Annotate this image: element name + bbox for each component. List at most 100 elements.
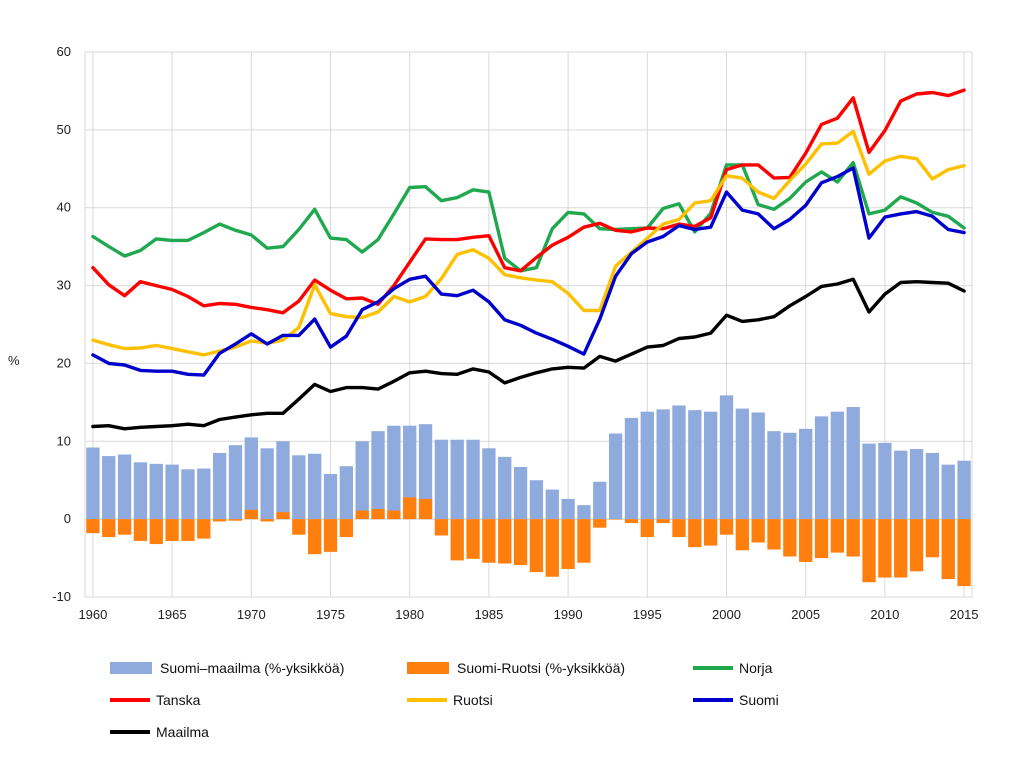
bars <box>86 395 971 587</box>
legend-swatch-ruotsi <box>407 698 447 702</box>
bar-suomi-ruotsi <box>450 519 464 561</box>
legend-item-ruotsi: Ruotsi <box>407 692 493 708</box>
bar-suomi-ruotsi <box>86 519 100 534</box>
bar-suomi-maailma <box>212 452 227 520</box>
bar-suomi-maailma <box>799 428 813 520</box>
legend: Suomi–maailma (%-yksikköä) Suomi-Ruotsi … <box>110 650 990 750</box>
bar-suomi-maailma <box>86 447 100 520</box>
bar-suomi-maailma <box>608 433 623 520</box>
y-tick-label: 20 <box>57 355 71 370</box>
bar-suomi-ruotsi <box>878 519 892 578</box>
x-tick-label: 1965 <box>158 607 187 622</box>
bar-suomi-maailma <box>862 443 876 520</box>
bar-suomi-ruotsi <box>703 519 718 546</box>
x-tick-label: 1980 <box>395 607 424 622</box>
bar-suomi-ruotsi <box>672 519 686 538</box>
bar-suomi-maailma <box>688 410 702 520</box>
bar-suomi-maailma <box>308 453 322 520</box>
bar-suomi-ruotsi <box>355 510 369 520</box>
legend-label: Maailma <box>156 724 209 740</box>
legend-label: Suomi <box>739 692 779 708</box>
bar-suomi-ruotsi <box>846 519 860 557</box>
line-maailma <box>91 277 966 431</box>
bar-suomi-ruotsi <box>149 519 163 545</box>
bar-suomi-ruotsi <box>102 519 116 538</box>
legend-label: Tanska <box>156 692 201 708</box>
bar-suomi-ruotsi <box>909 519 924 572</box>
legend-item-suomi: Suomi <box>693 692 779 708</box>
bar-suomi-maailma <box>260 448 274 520</box>
bar-suomi-maailma <box>624 417 639 520</box>
bar-suomi-maailma <box>165 464 179 520</box>
legend-item-tanska: Tanska <box>110 692 200 708</box>
bar-suomi-ruotsi <box>292 519 306 535</box>
bar-suomi-ruotsi <box>608 519 623 520</box>
bar-suomi-maailma <box>197 468 211 520</box>
bar-suomi-ruotsi <box>925 519 940 558</box>
bar-suomi-maailma <box>925 452 940 520</box>
y-axis-label: % <box>8 353 20 368</box>
bar-suomi-ruotsi <box>323 519 338 552</box>
bar-suomi-maailma <box>371 431 385 520</box>
bar-suomi-maailma <box>181 469 195 520</box>
x-tick-label: 1975 <box>316 607 345 622</box>
bar-suomi-ruotsi <box>133 519 148 541</box>
bar-suomi-maailma <box>672 405 686 520</box>
bar-suomi-ruotsi <box>767 519 781 550</box>
bar-suomi-ruotsi <box>593 519 607 528</box>
bar-suomi-ruotsi <box>498 519 512 564</box>
bar-suomi-maailma <box>276 441 290 520</box>
legend-item-suomi-ruotsi: Suomi-Ruotsi (%-yksikköä) <box>407 660 625 676</box>
legend-swatch-norja <box>693 666 733 670</box>
bar-suomi-maailma <box>545 489 559 520</box>
bar-suomi-ruotsi <box>276 512 290 520</box>
bar-suomi-maailma <box>149 463 163 520</box>
legend-label: Suomi–maailma (%-yksikköä) <box>160 660 345 676</box>
y-tick-label: 0 <box>64 511 71 526</box>
legend-swatch-suomi <box>693 698 733 702</box>
legend-swatch-tanska <box>110 698 150 702</box>
bar-suomi-maailma <box>703 411 718 520</box>
x-tick-label: 1970 <box>237 607 266 622</box>
x-tick-label: 1995 <box>633 607 662 622</box>
bar-suomi-ruotsi <box>117 519 132 535</box>
bar-suomi-ruotsi <box>387 510 401 520</box>
x-tick-label: 2010 <box>870 607 899 622</box>
bar-suomi-ruotsi <box>735 519 749 551</box>
bar-suomi-maailma <box>814 416 829 520</box>
bar-suomi-ruotsi <box>561 519 575 569</box>
y-tick-label: 60 <box>57 44 71 59</box>
bar-suomi-maailma <box>102 456 116 520</box>
bar-suomi-maailma <box>656 409 670 520</box>
bar-suomi-maailma <box>133 462 148 520</box>
bar-suomi-maailma <box>719 395 734 520</box>
bar-suomi-ruotsi <box>339 519 354 538</box>
legend-item-maailma: Maailma <box>110 724 209 740</box>
bar-suomi-maailma <box>640 411 654 520</box>
axes: -10 0 10 20 30 40 50 60 1960 1965 1970 1975 1980 1985… <box>52 44 978 622</box>
legend-swatch-suomi-maailma <box>110 662 152 674</box>
bar-suomi-ruotsi <box>751 519 765 543</box>
legend-label: Norja <box>739 660 773 676</box>
bar-suomi-ruotsi <box>466 519 480 559</box>
bar-suomi-maailma <box>561 498 575 520</box>
bar-suomi-ruotsi <box>783 519 797 557</box>
bar-suomi-maailma <box>878 442 892 520</box>
bar-suomi-ruotsi <box>371 509 385 520</box>
x-tick-label: 2005 <box>791 607 820 622</box>
line-suomi <box>91 166 966 377</box>
bar-suomi-ruotsi <box>814 519 829 559</box>
bar-suomi-ruotsi <box>624 519 639 524</box>
bar-suomi-ruotsi <box>529 519 544 573</box>
bar-suomi-maailma <box>577 505 591 520</box>
bar-suomi-maailma <box>466 439 480 520</box>
x-tick-label: 1960 <box>78 607 107 622</box>
bar-suomi-maailma <box>830 411 845 520</box>
bar-suomi-maailma <box>323 473 338 520</box>
bar-suomi-maailma <box>767 431 781 520</box>
bar-suomi-maailma <box>783 432 797 520</box>
bar-suomi-maailma <box>846 407 860 520</box>
bar-suomi-maailma <box>593 481 607 520</box>
bar-suomi-ruotsi <box>719 519 734 535</box>
bar-suomi-ruotsi <box>403 497 417 520</box>
